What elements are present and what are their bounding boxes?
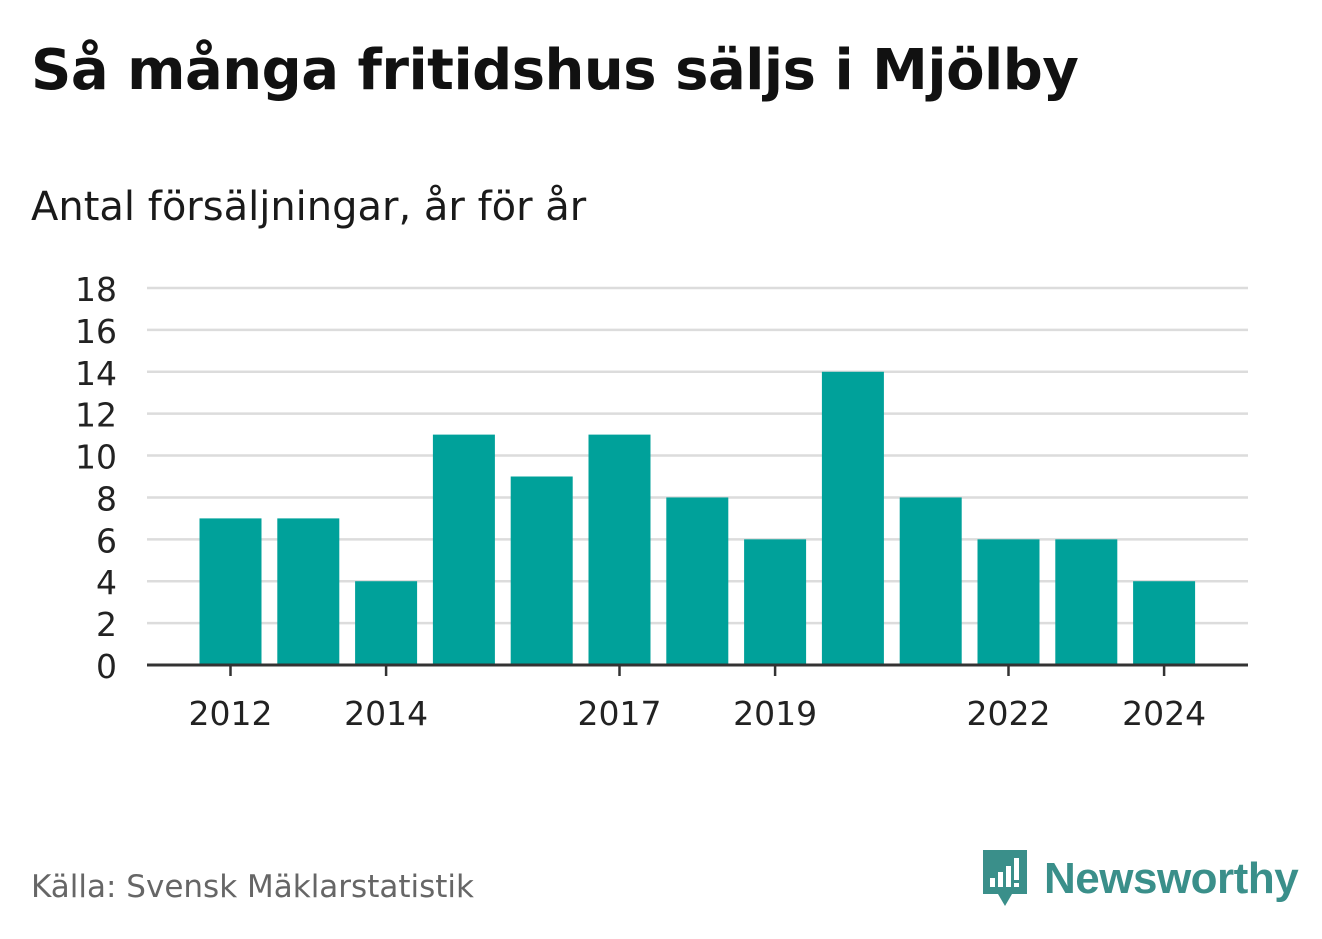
x-tick-label: 2012: [189, 694, 273, 733]
bar: [899, 497, 962, 665]
bar: [432, 434, 495, 665]
bar: [277, 518, 340, 665]
bar: [355, 581, 418, 665]
y-tick-label: 10: [75, 438, 117, 477]
chart-title: Så många fritidshus säljs i Mjölby: [31, 38, 1079, 103]
bar: [744, 539, 807, 665]
y-tick-label: 4: [96, 563, 117, 602]
x-tick-label: 2014: [344, 694, 428, 733]
bar: [666, 497, 729, 665]
x-tick-label: 2022: [967, 694, 1051, 733]
y-tick-label: 2: [96, 605, 117, 644]
x-tick-label: 2017: [578, 694, 662, 733]
bar: [821, 371, 884, 665]
source-note: Källa: Svensk Mäklarstatistik: [31, 869, 474, 905]
y-tick-label: 6: [96, 521, 117, 560]
newsworthy-logo-icon: [983, 850, 1027, 906]
y-tick-label: 18: [75, 270, 117, 309]
bar: [977, 539, 1040, 665]
bar: [199, 518, 262, 665]
bar: [1055, 539, 1118, 665]
y-tick-label: 0: [96, 647, 117, 686]
y-tick-label: 12: [75, 396, 117, 435]
x-tick-label: 2024: [1122, 694, 1206, 733]
bar: [1133, 581, 1196, 665]
chart-subtitle: Antal försäljningar, år för år: [31, 184, 587, 230]
brand-name: Newsworthy: [1044, 854, 1299, 903]
y-tick-label: 14: [75, 354, 117, 393]
y-tick-label: 8: [96, 479, 117, 518]
y-tick-label: 16: [75, 312, 117, 351]
bar: [510, 476, 573, 665]
x-tick-label: 2019: [733, 694, 817, 733]
bar: [588, 434, 651, 665]
brand-logo: Newsworthy: [980, 848, 1299, 910]
